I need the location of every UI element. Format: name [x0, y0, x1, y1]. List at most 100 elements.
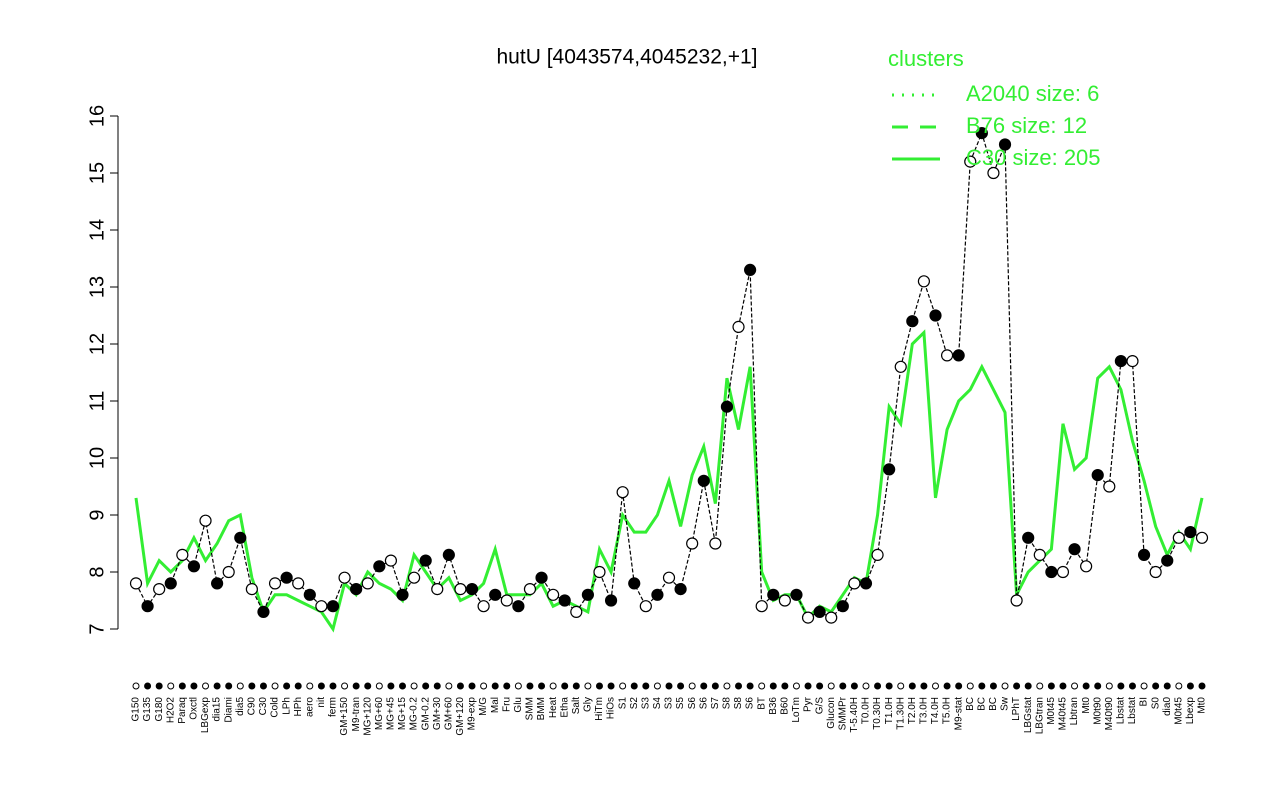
category-marker [908, 682, 916, 690]
category-marker [920, 682, 928, 690]
data-point [373, 560, 386, 573]
x-tick-label: Cold [270, 697, 281, 718]
category-marker [306, 682, 314, 690]
data-point [628, 577, 641, 590]
category-marker [1024, 682, 1032, 690]
category-marker [874, 682, 882, 690]
x-tick-label: M9-exp [467, 697, 478, 731]
category-marker [804, 682, 812, 690]
category-marker [433, 682, 441, 690]
category-marker [677, 682, 685, 690]
x-tick-label: Etha [559, 697, 570, 718]
category-marker [283, 682, 291, 690]
x-tick-label: BT [756, 697, 767, 710]
y-tick-label: 14 [86, 219, 108, 241]
x-tick-label: M40t45 [1058, 697, 1069, 731]
x-tick-label: SMMPr [837, 696, 848, 730]
x-tick-label: HiTm [594, 697, 605, 721]
x-tick-label: MG+120 [362, 697, 373, 736]
data-point [384, 554, 398, 567]
data-point [234, 531, 247, 544]
data-point [1184, 525, 1197, 539]
category-marker [1152, 682, 1160, 690]
category-marker [480, 682, 488, 690]
category-marker [445, 682, 453, 690]
x-tick-label: BI [1139, 697, 1150, 706]
data-point [917, 275, 931, 288]
x-tick-label: Salt [571, 697, 582, 714]
data-point [581, 588, 594, 601]
category-marker [1082, 682, 1090, 690]
category-marker [746, 682, 754, 690]
y-tick-label: 16 [86, 105, 108, 127]
data-point [697, 474, 710, 487]
x-tick-label: S7 [710, 697, 721, 710]
data-point [129, 577, 143, 590]
x-tick-label: LPh [281, 697, 292, 715]
category-marker [1128, 682, 1136, 690]
y-tick-label: 8 [86, 566, 108, 577]
data-point [164, 577, 177, 590]
category-marker [1105, 682, 1113, 690]
legend-title: clusters [888, 46, 964, 71]
data-point [465, 582, 479, 596]
data-point [1091, 469, 1104, 482]
data-point [720, 400, 734, 413]
category-marker [236, 682, 244, 690]
data-point [975, 127, 988, 140]
x-tick-label: B60 [780, 697, 791, 715]
data-point [1080, 560, 1093, 573]
data-point [604, 594, 618, 607]
data-point [396, 588, 409, 601]
y-tick-label: 9 [86, 509, 108, 520]
x-tick-label: BC [988, 697, 999, 711]
x-tick-label: S6 [745, 697, 756, 710]
category-marker [932, 682, 939, 690]
x-tick-label: Lbstat [1116, 697, 1127, 724]
data-point [535, 571, 548, 584]
x-tick-label: nit [316, 697, 327, 708]
data-point [338, 571, 351, 584]
x-tick-label: T-5.40H [849, 697, 860, 733]
x-tick-label: Fru [501, 697, 512, 712]
data-point [1056, 565, 1070, 579]
x-tick-label: G135 [142, 697, 153, 722]
data-point [1103, 480, 1116, 493]
x-tick-label: Mt0 [1081, 697, 1092, 714]
x-tick-label: S6 [687, 697, 698, 710]
x-tick-label: dia5 [235, 697, 246, 716]
x-tick-label: LBGexp [200, 697, 211, 734]
data-point [523, 582, 537, 596]
data-point [998, 138, 1012, 151]
category-marker [375, 682, 383, 690]
category-marker [213, 682, 221, 690]
data-point [315, 600, 328, 613]
category-marker [1001, 682, 1009, 690]
category-marker [491, 682, 499, 690]
category-marker [178, 682, 186, 690]
data-point [442, 548, 455, 562]
x-tick-label: BC [965, 697, 976, 711]
data-point [407, 571, 421, 584]
data-point [651, 588, 664, 601]
x-tick-label: Mal [490, 697, 501, 713]
category-marker [225, 682, 233, 690]
category-marker [526, 682, 534, 690]
data-point [141, 600, 154, 613]
x-tick-label: Oxctl [189, 697, 200, 720]
category-marker [862, 682, 870, 690]
category-marker [202, 682, 210, 690]
category-marker [271, 682, 279, 690]
x-tick-label: dia15 [212, 697, 223, 722]
data-point [906, 315, 919, 328]
data-point [616, 486, 629, 499]
data-point [1172, 531, 1185, 544]
category-marker [735, 682, 743, 690]
data-point [836, 600, 849, 613]
category-marker [422, 682, 430, 690]
category-marker [642, 682, 650, 690]
category-marker [711, 682, 719, 690]
x-tick-label: S3 [640, 697, 651, 710]
x-tick-label: S0 [1150, 697, 1161, 710]
